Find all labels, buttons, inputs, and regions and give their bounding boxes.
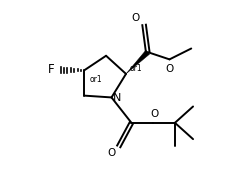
Text: O: O [108, 148, 116, 158]
Text: O: O [150, 109, 158, 119]
Text: or1: or1 [90, 75, 102, 84]
Text: N: N [113, 93, 121, 103]
Text: O: O [131, 13, 140, 23]
Text: F: F [48, 63, 54, 76]
Polygon shape [126, 50, 150, 74]
Text: or1: or1 [130, 64, 142, 73]
Text: O: O [166, 64, 174, 74]
